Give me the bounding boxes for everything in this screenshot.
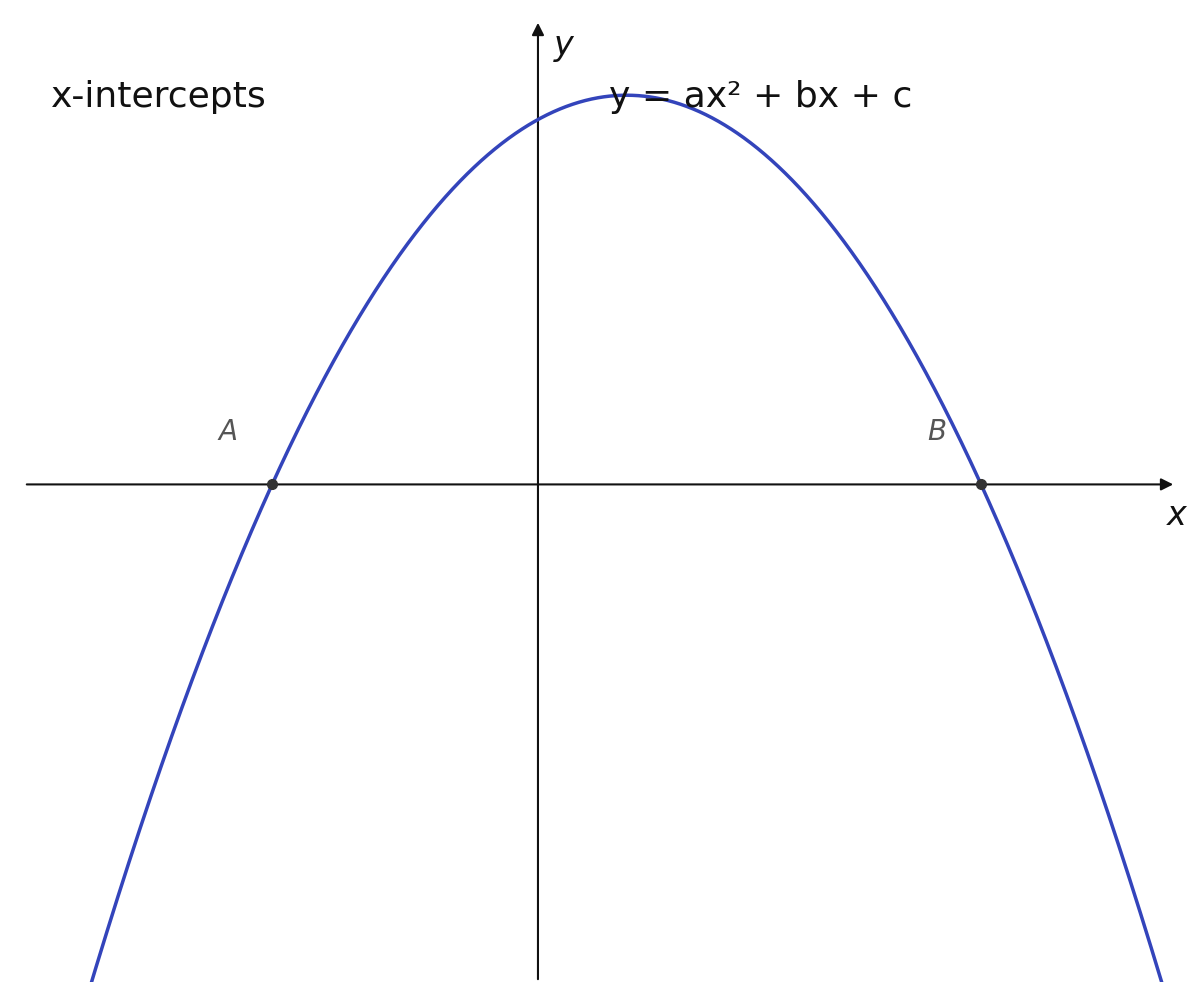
Text: x-intercepts: x-intercepts xyxy=(50,80,266,114)
Text: y = ax² + bx + c: y = ax² + bx + c xyxy=(608,80,912,114)
Text: A: A xyxy=(218,418,238,446)
Text: x: x xyxy=(1168,499,1187,532)
Text: y: y xyxy=(554,29,574,62)
Text: B: B xyxy=(928,418,947,446)
